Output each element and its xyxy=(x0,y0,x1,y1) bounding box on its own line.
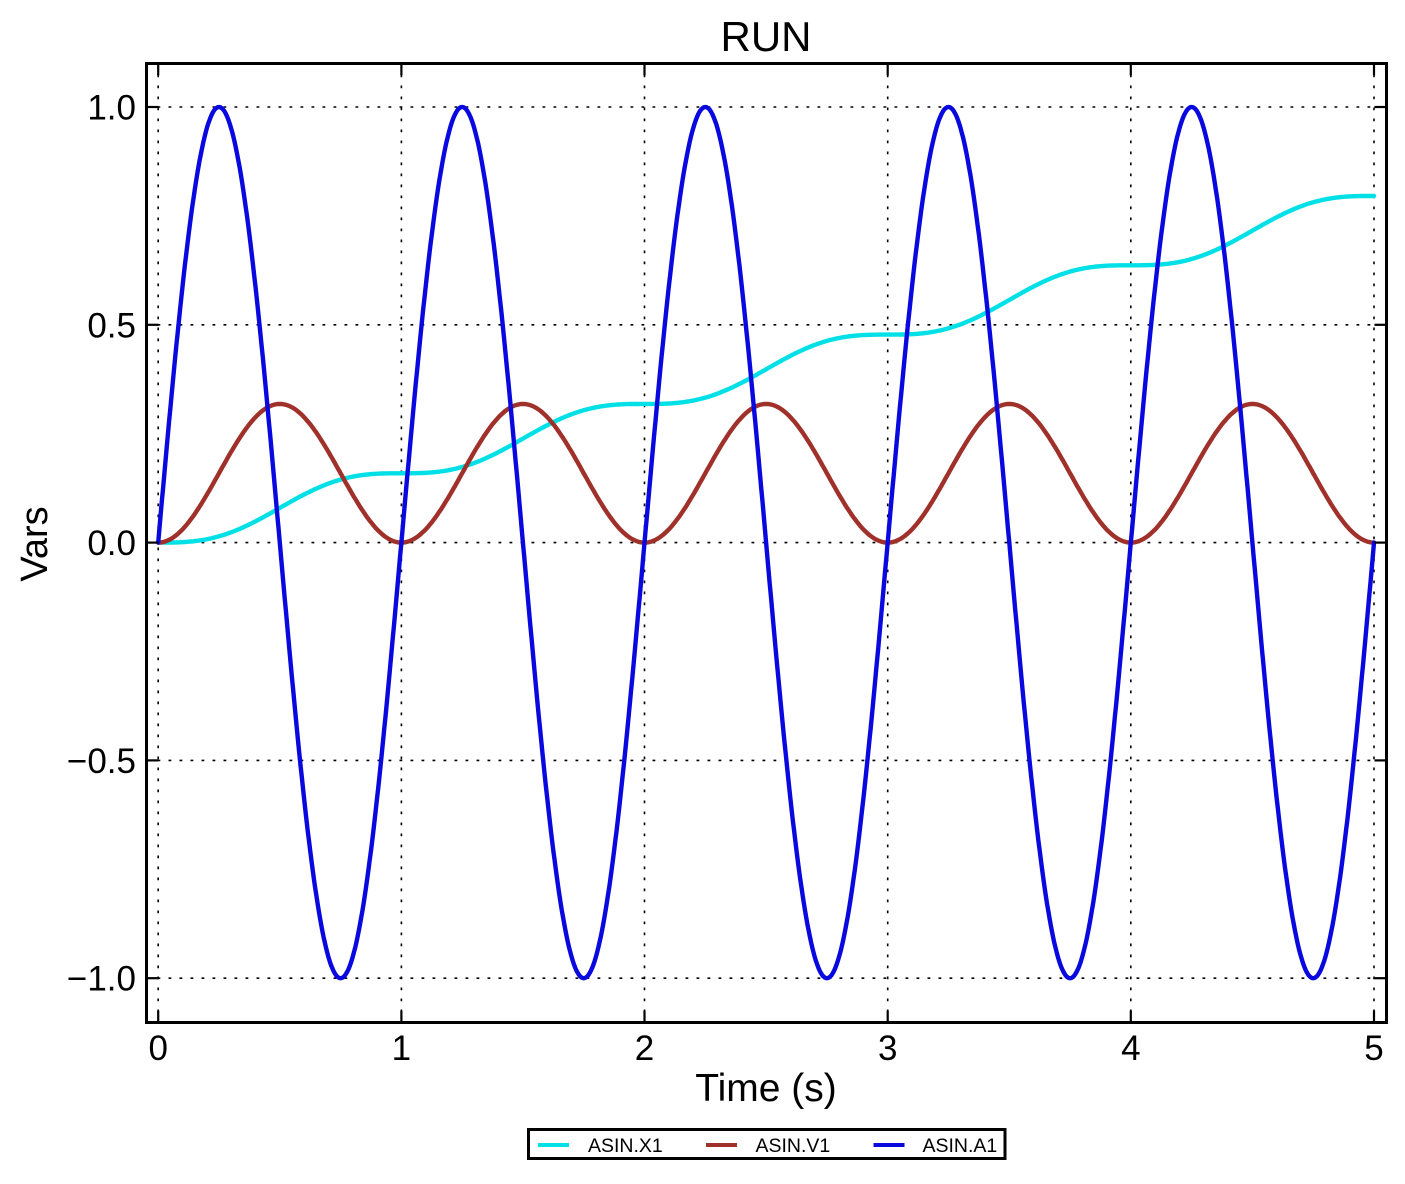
svg-text:4: 4 xyxy=(1121,1029,1140,1068)
svg-text:−0.5: −0.5 xyxy=(67,742,136,781)
svg-text:RUN: RUN xyxy=(721,13,812,60)
svg-text:0: 0 xyxy=(148,1029,167,1068)
svg-text:3: 3 xyxy=(878,1029,897,1068)
svg-text:ASIN.X1: ASIN.X1 xyxy=(588,1135,663,1157)
svg-text:Time (s): Time (s) xyxy=(695,1067,837,1110)
svg-text:0.5: 0.5 xyxy=(87,306,136,345)
svg-text:ASIN.V1: ASIN.V1 xyxy=(756,1135,831,1157)
svg-text:−1.0: −1.0 xyxy=(67,960,136,999)
svg-text:2: 2 xyxy=(635,1029,654,1068)
svg-text:1: 1 xyxy=(392,1029,411,1068)
svg-text:0.0: 0.0 xyxy=(87,524,136,563)
svg-text:Vars: Vars xyxy=(14,506,56,581)
svg-text:5: 5 xyxy=(1364,1029,1383,1068)
svg-text:ASIN.A1: ASIN.A1 xyxy=(923,1135,998,1157)
svg-text:1.0: 1.0 xyxy=(87,89,136,128)
